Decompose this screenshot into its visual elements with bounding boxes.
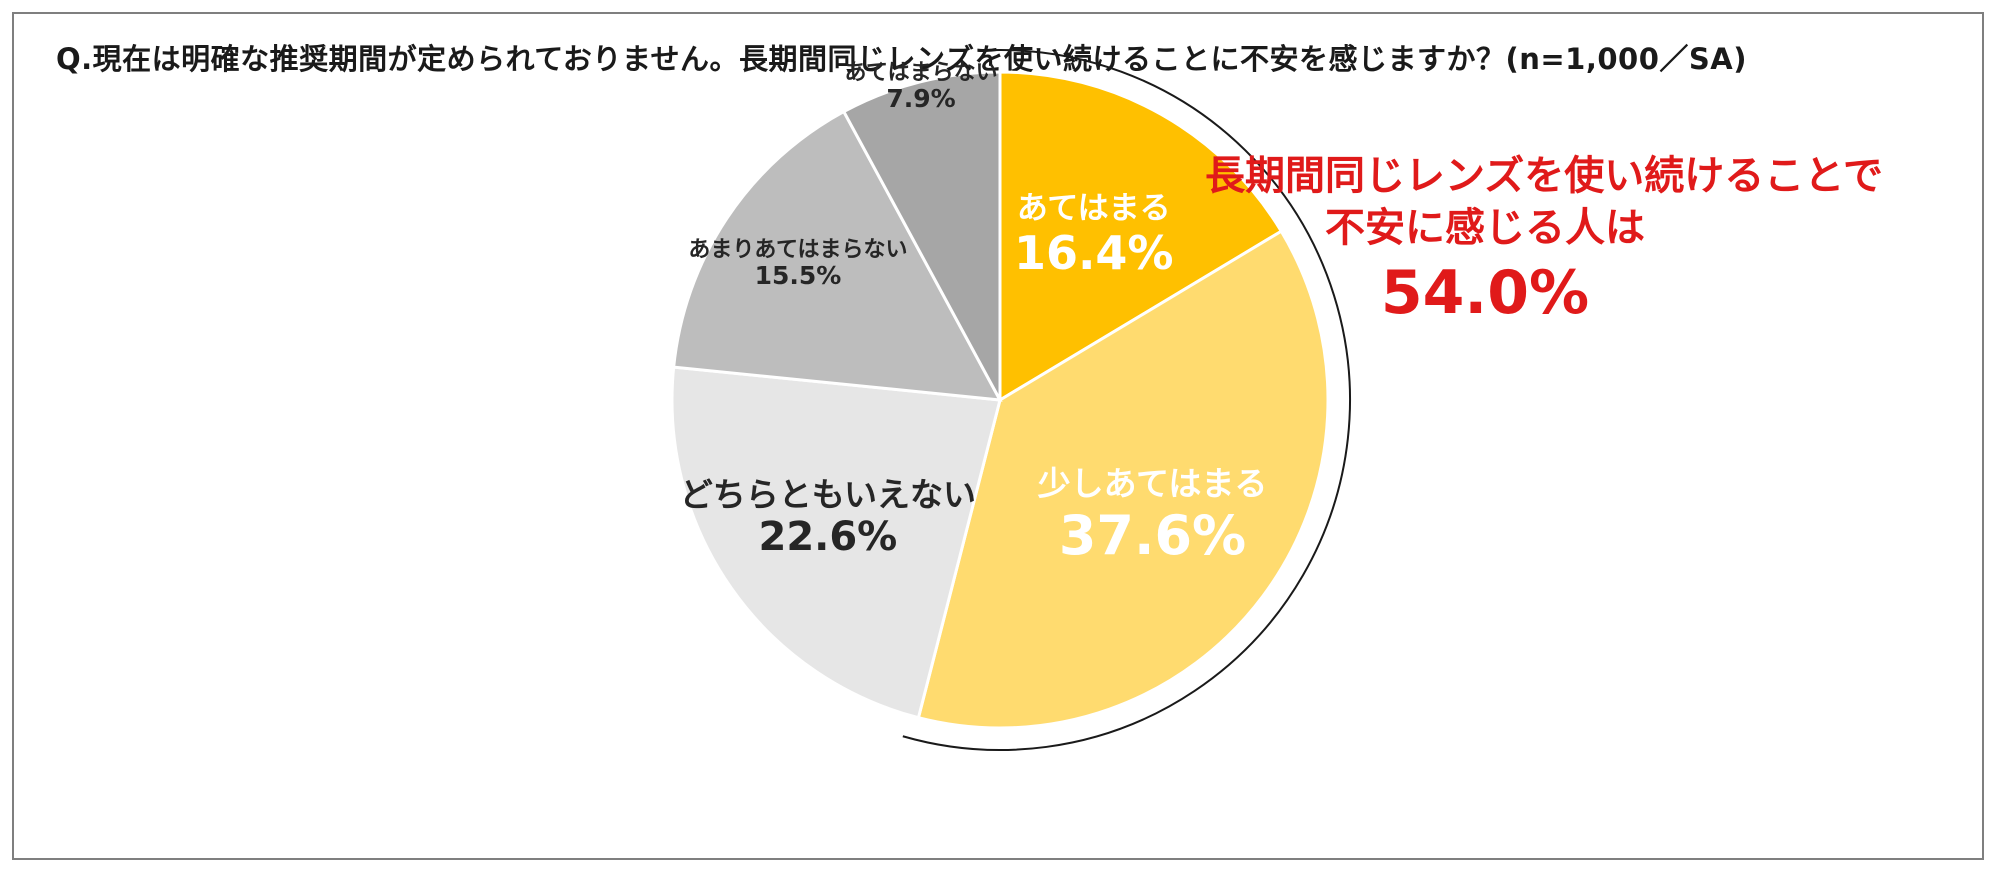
slice-label: あまりあてはまらない (688, 238, 907, 263)
callout-value: 54.0% (1380, 258, 1590, 328)
slice-value-label: 16.4% (1014, 226, 1174, 280)
pie-slice (998, 70, 1284, 403)
slice-label: どちらともいえない (680, 475, 976, 514)
highlight-bracket-arc (902, 49, 1351, 751)
slice-label: 少しあてはまる (1038, 464, 1268, 503)
pie-slice (670, 365, 1002, 720)
slice-value-label: 22.6% (758, 514, 897, 560)
slice-value-label: 7.9% (886, 84, 955, 113)
slice-value-label: 37.6% (1059, 504, 1246, 567)
pie-slice (672, 109, 1003, 402)
pie-slice (841, 70, 1002, 401)
slice-label: あてはまる (1017, 190, 1171, 226)
callout-line-2: 不安に感じる人は (1325, 205, 1645, 251)
callout-line-1: 長期間同じレンズを使い続けることで (1205, 153, 1883, 199)
slice-value-label: 15.5% (755, 261, 842, 290)
slice-label: あてはまらない (844, 61, 997, 86)
chart-title: Q.現在は明確な推奨期間が定められておりません。長期間同じレンズを使い続けること… (56, 42, 1747, 76)
pie-slice (916, 229, 1330, 730)
highlight-callout: 長期間同じレンズを使い続けることで 不安に感じる人は 54.0% (1205, 150, 1883, 332)
